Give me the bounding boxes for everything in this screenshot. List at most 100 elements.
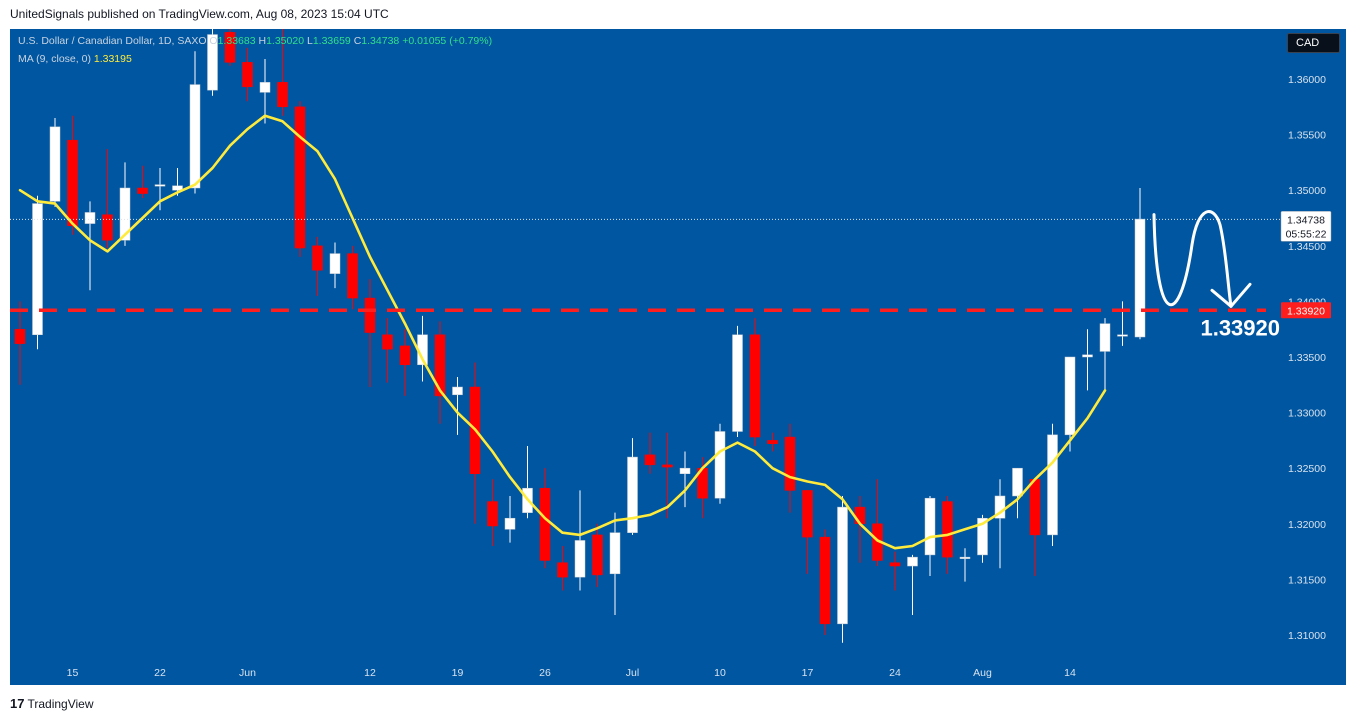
countdown-text: 05:55:22: [1286, 228, 1327, 240]
candle: [522, 445, 533, 519]
candle: [32, 195, 43, 350]
candle-body: [1029, 479, 1041, 536]
currency-button[interactable]: CAD: [1287, 33, 1340, 53]
symbol-legend[interactable]: U.S. Dollar / Canadian Dollar, 1D, SAXO …: [18, 35, 492, 47]
candle: [487, 479, 498, 547]
y-tick-label: 1.32000: [1288, 519, 1326, 531]
high-label: H: [258, 35, 267, 47]
candle: [714, 423, 726, 504]
moving-average: [18, 114, 1107, 550]
close-label: C: [353, 35, 362, 47]
candle-body: [504, 517, 516, 530]
chart-frame[interactable]: 1.31000 1.31500 1.32000 1.32500 1.33000 1.335…: [10, 29, 1346, 685]
candle-body: [347, 253, 358, 299]
candle: [1012, 467, 1023, 519]
candle: [854, 495, 866, 563]
ma-line: [18, 114, 1107, 550]
symbol-name: U.S. Dollar / Canadian Dollar, 1D, SAXO: [18, 35, 207, 47]
candle-body: [67, 139, 78, 227]
candle: [627, 438, 638, 535]
candlestick-chart[interactable]: 1.31000 1.31500 1.32000 1.32500 1.33000 1.335…: [10, 29, 1346, 685]
ma-value: 1.33195: [93, 53, 132, 65]
y-tick-label: 1.33000: [1288, 408, 1326, 420]
candle-body: [329, 253, 341, 274]
candle-body: [662, 464, 673, 468]
candle-body: [1099, 323, 1111, 352]
candle-body: [732, 334, 743, 432]
x-tick-label: 17: [802, 667, 814, 679]
candle: [994, 479, 1006, 569]
candle-body: [242, 62, 253, 88]
candle: [592, 523, 603, 588]
ma-label: MA (9, close, 0): [18, 53, 91, 65]
candle-body: [487, 501, 498, 527]
open-value: 1.33683: [217, 35, 256, 47]
candle-body: [259, 82, 271, 93]
candle-body: [837, 506, 848, 625]
ma-legend[interactable]: MA (9, close, 0) 1.33195: [18, 53, 132, 65]
candle: [644, 432, 656, 474]
candle-body: [889, 562, 901, 567]
candle-body: [767, 440, 778, 444]
level-annotation: 1.33920: [1200, 315, 1280, 340]
candle: [277, 29, 288, 116]
candle: [154, 167, 166, 211]
candle: [259, 59, 271, 124]
candle-body: [959, 556, 971, 559]
arrow-head-icon: [1210, 282, 1252, 308]
candle-body: [434, 334, 446, 397]
candle: [452, 377, 463, 435]
candle-body: [1082, 354, 1093, 358]
candle-body: [1047, 434, 1058, 536]
candle-body: [364, 297, 376, 333]
candle: [609, 512, 621, 615]
candle-body: [802, 490, 813, 538]
last-price-label-bg: [1280, 211, 1332, 242]
candle: [67, 115, 78, 235]
candle-body: [574, 540, 586, 578]
candle: [417, 315, 428, 382]
x-tick-label: 15: [67, 667, 79, 679]
candle: [469, 362, 481, 524]
tradingview-brand: TradingView: [27, 697, 94, 711]
y-tick-label: 1.36000: [1288, 74, 1326, 86]
x-tick-label: Aug: [973, 667, 992, 679]
tradingview-logo-icon: 17: [10, 696, 25, 711]
candle-body: [277, 82, 288, 108]
x-tick-label: 14: [1064, 667, 1076, 679]
candle: [1117, 301, 1128, 346]
candle-body: [1012, 467, 1023, 497]
candle-body: [49, 126, 61, 202]
candle: [1047, 423, 1058, 547]
tradingview-footer[interactable]: 17 TradingView: [10, 696, 94, 711]
candles: [14, 29, 1146, 643]
last-price-label-text: 1.34738: [1287, 214, 1325, 226]
x-tick-label: 26: [539, 667, 551, 679]
candle: [557, 546, 568, 591]
candle-body: [1117, 334, 1128, 337]
candle: [224, 29, 236, 66]
candle-body: [1064, 356, 1076, 436]
candle: [14, 301, 26, 385]
candle-body: [1134, 218, 1146, 338]
projection-arrow: [1152, 210, 1233, 308]
candle-body: [854, 506, 866, 525]
candle: [399, 329, 411, 396]
candle-body: [399, 345, 411, 366]
candle-body: [749, 334, 761, 438]
candle: [347, 245, 358, 310]
candle-body: [102, 214, 113, 241]
candle-body: [312, 245, 323, 271]
candle: [784, 423, 796, 513]
x-tick-label: Jul: [626, 667, 639, 679]
candle: [574, 490, 586, 591]
x-tick-label: 12: [364, 667, 376, 679]
candle-body: [207, 34, 218, 91]
candle-body: [924, 497, 936, 556]
y-tick-label: 1.32500: [1288, 463, 1326, 475]
change-value: +0.01055 (+0.79%): [402, 35, 493, 47]
candle-body: [119, 187, 131, 241]
candle: [312, 236, 323, 296]
candle-body: [189, 84, 201, 189]
candle: [137, 165, 148, 199]
